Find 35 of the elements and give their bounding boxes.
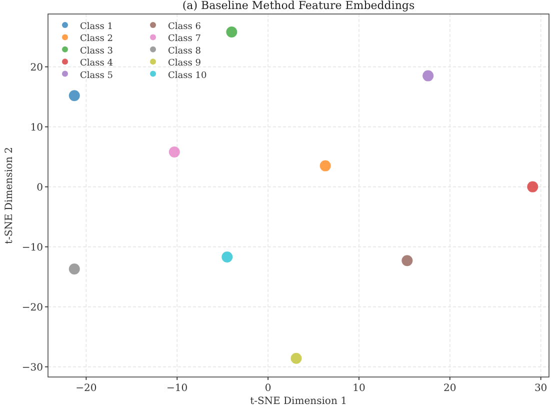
x-tick-label: 20 (444, 383, 456, 394)
point (320, 160, 331, 172)
x-axis-title: t-SNE Dimension 1 (250, 396, 347, 407)
point (222, 252, 233, 262)
legend-label: Class 3 (80, 46, 114, 56)
point (168, 146, 180, 158)
chart-title: (a) Baseline Method Feature Embeddings (182, 0, 415, 12)
legend-label: Class 6 (168, 22, 202, 32)
legend-label: Class 7 (168, 34, 202, 44)
legend-label: Class 5 (80, 70, 114, 81)
point (68, 90, 80, 102)
x-tick-label: −20 (76, 383, 97, 394)
legend-label: Class 10 (168, 70, 207, 81)
x-tick-label: −10 (166, 383, 188, 394)
point (290, 352, 302, 364)
y-tick-label: −20 (22, 302, 43, 314)
y-tick-label: 20 (30, 62, 43, 74)
y-tick-label: −30 (22, 362, 43, 374)
point (402, 255, 413, 266)
x-tick-label: 30 (534, 383, 548, 394)
y-axis-title: t-SNE Dimension 2 (4, 147, 15, 244)
legend-label: Class 4 (80, 58, 114, 69)
point (527, 181, 538, 192)
legend-label: Class 8 (168, 46, 202, 56)
point (422, 70, 434, 82)
point (68, 264, 80, 274)
legend-label: Class 9 (168, 58, 202, 69)
y-tick-label: 0 (36, 182, 43, 194)
x-tick-label: 0 (264, 383, 272, 394)
x-tick-label: 10 (352, 383, 366, 394)
point (226, 26, 238, 38)
legend-label: Class 1 (80, 22, 113, 32)
legend-label: Class 2 (80, 34, 113, 44)
y-tick-label: 10 (30, 122, 43, 134)
y-tick-label: −10 (22, 242, 43, 254)
